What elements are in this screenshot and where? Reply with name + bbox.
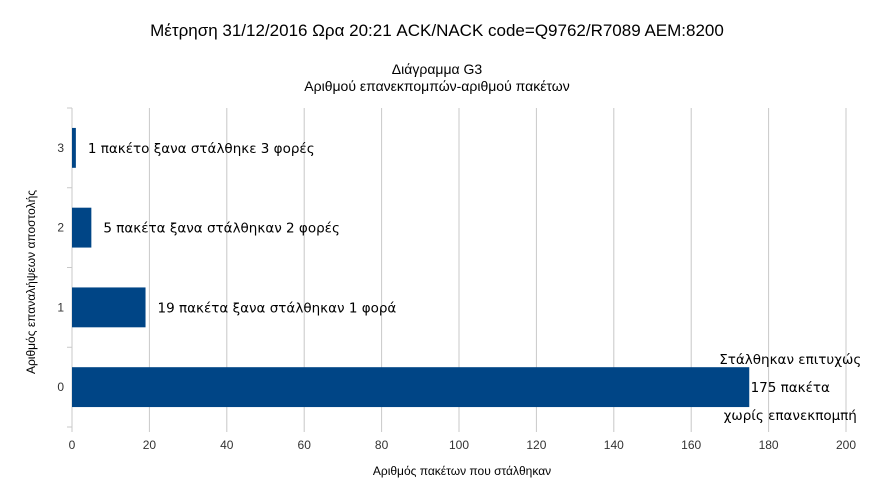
y-tick-label: 1	[57, 300, 64, 314]
data-label-0-line-2: 175 πακέτα	[751, 380, 830, 396]
x-tick-label: 0	[69, 438, 76, 452]
y-tick-label: 2	[57, 221, 64, 235]
y-tick-label: 0	[57, 380, 64, 394]
chart-subtitle-line-1: Διάγραμμα G3	[392, 61, 483, 77]
chart-subtitle-line-2: Αριθμού επανεκπομπών-αριθμού πακέτων	[304, 78, 569, 94]
data-label-1: 19 πακέτα ξανα στάλθηκαν 1 φορά	[158, 300, 397, 316]
x-tick-label: 40	[220, 438, 234, 452]
y-tick-label: 3	[57, 141, 64, 155]
bars	[72, 127, 750, 408]
y-axis-label: Αριθμός επαναλήψεων αποστολής	[24, 190, 38, 374]
chart-title: Μέτρηση 31/12/2016 Ωρα 20:21 ACK/NACK co…	[150, 21, 724, 40]
data-label-2: 5 πακέτα ξανα στάλθηκαν 2 φορές	[103, 221, 340, 237]
bar-2	[72, 207, 92, 248]
bar-0	[72, 367, 750, 408]
bar-3	[72, 127, 76, 168]
data-label-3: 1 πακέτο ξανα στάλθηκε 3 φορές	[88, 141, 315, 157]
x-tick-label: 20	[143, 438, 157, 452]
x-tick-label: 160	[681, 438, 701, 452]
grid-lines	[67, 107, 847, 432]
x-tick-label: 200	[836, 438, 856, 452]
x-tick-label: 180	[759, 438, 779, 452]
x-tick-label: 60	[298, 438, 312, 452]
data-label-0-line-1: Στάλθηκαν επιτυχώς	[719, 352, 861, 368]
x-tick-label: 100	[449, 438, 469, 452]
bar-1	[72, 287, 146, 328]
axis-ticks: 0 20 40 60 80 100 120 140 160 180 200 0 1 2 3	[57, 141, 856, 452]
data-label-0-line-3: χωρίς επανεκπομπή	[724, 408, 857, 424]
x-tick-label: 80	[375, 438, 389, 452]
x-tick-label: 140	[604, 438, 624, 452]
x-axis-label: Αριθμός πακέτων που στάλθηκαν	[373, 464, 551, 478]
x-tick-label: 120	[526, 438, 546, 452]
data-labels: Στάλθηκαν επιτυχώς 175 πακέτα χωρίς επανεκ…	[88, 141, 861, 424]
